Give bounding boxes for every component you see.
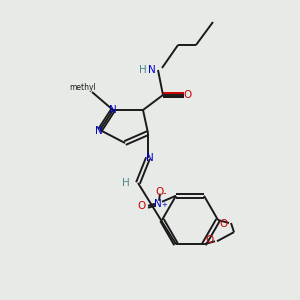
- Text: H: H: [122, 178, 130, 188]
- Text: -: -: [162, 188, 166, 198]
- Text: O: O: [156, 187, 164, 197]
- Text: N: N: [146, 153, 154, 163]
- Text: O: O: [220, 219, 228, 229]
- Text: N: N: [148, 65, 156, 75]
- Text: methyl: methyl: [70, 83, 96, 92]
- Text: O: O: [206, 235, 214, 245]
- Text: O: O: [184, 90, 192, 100]
- Text: N: N: [109, 105, 117, 115]
- Text: H: H: [139, 65, 147, 75]
- Text: N: N: [95, 126, 103, 136]
- Text: +: +: [161, 202, 167, 208]
- Text: N: N: [154, 199, 162, 209]
- Text: O: O: [138, 201, 146, 211]
